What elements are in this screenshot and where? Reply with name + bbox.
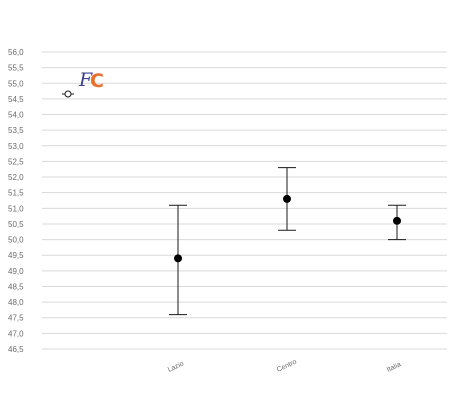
y-tick-label: 55,5 <box>8 64 24 73</box>
data-point <box>174 254 182 263</box>
x-tick-label: Lazio <box>167 360 185 373</box>
y-tick-label: 53,5 <box>8 126 24 135</box>
y-tick-label: 54,0 <box>8 111 24 120</box>
x-tick-label: Centro <box>276 359 298 374</box>
y-tick-label: 48,0 <box>8 298 24 307</box>
y-tick-label: 51,0 <box>8 204 24 213</box>
y-tick-label: 56,0 <box>8 48 24 57</box>
y-tick-label: 52,5 <box>8 157 24 166</box>
y-tick-label: 47,0 <box>8 329 24 338</box>
y-tick-label: 50,5 <box>8 220 24 229</box>
data-point <box>283 194 291 203</box>
legend <box>62 90 74 98</box>
y-tick-label: 50,0 <box>8 236 24 245</box>
y-tick-label: 52,0 <box>8 173 24 182</box>
y-axis-ticks: 46,5 47,0 47,5 48,0 48,5 49,0 49,5 50,0 50,5 51,0… <box>8 48 24 354</box>
y-tick-label: 51,5 <box>8 189 24 198</box>
data-point <box>393 216 401 225</box>
plot-marks <box>169 167 406 316</box>
y-tick-label: 49,0 <box>8 267 24 276</box>
y-tick-label: 54,5 <box>8 95 24 104</box>
y-tick-label: 49,5 <box>8 251 24 260</box>
gridlines <box>42 51 447 350</box>
y-tick-label: 46,5 <box>8 345 24 354</box>
y-tick-label: 53,0 <box>8 142 24 151</box>
y-tick-label: 47,5 <box>8 314 24 323</box>
logo-letter-f: F <box>78 69 93 91</box>
logo-letter-c: C <box>90 70 104 92</box>
x-axis-ticks: Lazio Centro Italia <box>167 359 402 374</box>
x-tick-label: Italia <box>386 361 402 374</box>
y-tick-label: 55,0 <box>8 79 24 88</box>
y-tick-label: 48,5 <box>8 282 24 291</box>
legend-marker-dot <box>64 90 72 98</box>
logo: F C <box>78 69 104 92</box>
